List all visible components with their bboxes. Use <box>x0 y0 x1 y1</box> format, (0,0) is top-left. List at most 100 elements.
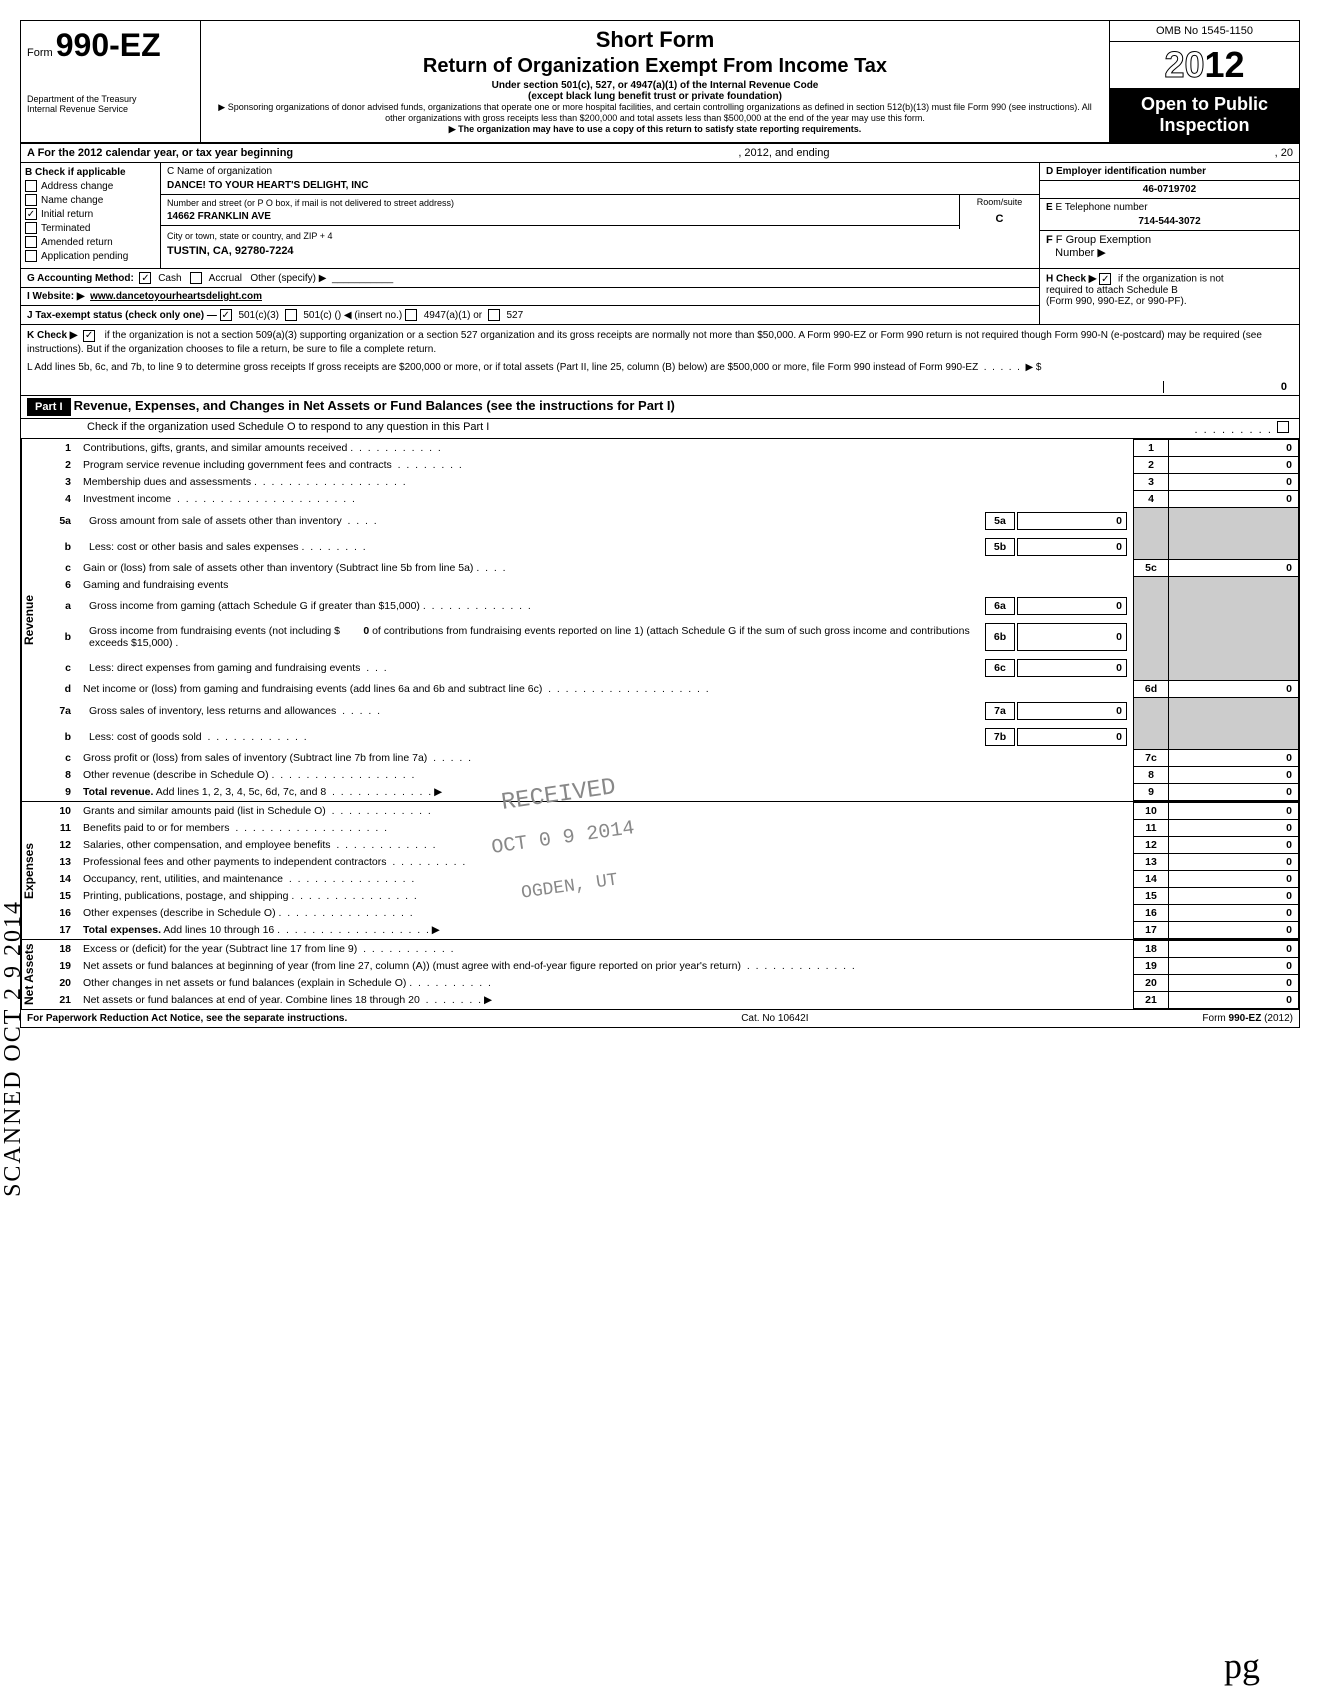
line-14: 14Occupancy, rent, utilities, and mainte… <box>49 871 1299 888</box>
revenue-section: Revenue 1Contributions, gifts, grants, a… <box>21 439 1299 801</box>
column-c-org-info: C Name of organization DANCE! TO YOUR HE… <box>161 163 1039 268</box>
line-6b: bGross income from fundraising events (n… <box>49 619 1299 655</box>
net-assets-section: Net Assets 18Excess or (deficit) for the… <box>21 939 1299 1009</box>
cb-terminated[interactable]: Terminated <box>25 222 156 234</box>
line-19: 19Net assets or fund balances at beginni… <box>49 958 1299 975</box>
part-i-check-text: Check if the organization used Schedule … <box>27 421 489 436</box>
cb-cash[interactable]: ✓ <box>139 272 151 284</box>
part-i-title: Revenue, Expenses, and Changes in Net As… <box>74 398 675 413</box>
line-10: 10Grants and similar amounts paid (list … <box>49 803 1299 820</box>
k-label: K Check ▶ <box>27 330 77 341</box>
line-21: 21Net assets or fund balances at end of … <box>49 992 1299 1009</box>
header-center: Short Form Return of Organization Exempt… <box>201 21 1109 142</box>
g-label: G Accounting Method: <box>27 273 134 284</box>
tax-year: 2012 <box>1110 42 1299 88</box>
cb-k-check[interactable]: ✓ <box>83 330 95 342</box>
vert-label-revenue: Revenue <box>21 439 49 801</box>
irs-label: Internal Revenue Service <box>27 104 194 114</box>
line-20: 20Other changes in net assets or fund ba… <box>49 975 1299 992</box>
cb-amended[interactable]: Amended return <box>25 236 156 248</box>
cb-501c[interactable] <box>285 309 297 321</box>
title-return: Return of Organization Exempt From Incom… <box>209 55 1101 78</box>
i-label: I Website: ▶ <box>27 291 85 302</box>
cb-accrual[interactable] <box>190 272 202 284</box>
e-phone: 714-544-3072 <box>1040 213 1299 231</box>
subtitle-except: (except black lung benefit trust or priv… <box>209 91 1101 102</box>
form-990ez: Form 990-EZ Department of the Treasury I… <box>20 20 1300 1028</box>
row-a-mid: , 2012, and ending <box>738 147 829 159</box>
cb-501c3[interactable]: ✓ <box>220 309 232 321</box>
open-public-text: Open to Public <box>1116 94 1293 115</box>
form-prefix: Form <box>27 47 53 59</box>
row-h-check: H Check ▶ ✓ if the organization is not r… <box>1039 269 1299 324</box>
line-5b: bLess: cost or other basis and sales exp… <box>49 534 1299 560</box>
l-text: L Add lines 5b, 6c, and 7b, to line 9 to… <box>27 362 978 373</box>
sponsor-text: ▶ Sponsoring organizations of donor advi… <box>209 102 1101 124</box>
b-header: B Check if applicable <box>25 167 156 178</box>
line-9: 9Total revenue. Add lines 1, 2, 3, 4, 5c… <box>49 784 1299 801</box>
row-j-tax-status: J Tax-exempt status (check only one) — ✓… <box>21 306 1039 324</box>
l-value: 0 <box>1163 381 1293 393</box>
c-city-label: City or town, state or country, and ZIP … <box>161 229 1039 243</box>
cb-part-i-scho[interactable] <box>1277 421 1289 433</box>
c-room-label: Room/suite <box>960 195 1039 209</box>
row-g-accounting: G Accounting Method: ✓ Cash Accrual Othe… <box>21 269 1039 288</box>
line-6d: dNet income or (loss) from gaming and fu… <box>49 681 1299 698</box>
copy-text: ▶ The organization may have to use a cop… <box>209 124 1101 135</box>
footer-form: Form 990-EZ (2012) <box>1202 1013 1293 1024</box>
line-6c: cLess: direct expenses from gaming and f… <box>49 655 1299 681</box>
part-i-check-row: Check if the organization used Schedule … <box>21 419 1299 439</box>
c-addr-label: Number and street (or P O box, if mail i… <box>161 195 959 208</box>
revenue-table: 1Contributions, gifts, grants, and simil… <box>49 439 1299 801</box>
c-street: 14662 FRANKLIN AVE <box>161 208 959 226</box>
form-header: Form 990-EZ Department of the Treasury I… <box>21 21 1299 144</box>
line-18: 18Excess or (deficit) for the year (Subt… <box>49 941 1299 958</box>
cb-527[interactable] <box>488 309 500 321</box>
dept-treasury: Department of the Treasury <box>27 94 194 104</box>
cb-h-check[interactable]: ✓ <box>1099 273 1111 285</box>
footer-paperwork: For Paperwork Reduction Act Notice, see … <box>27 1013 347 1024</box>
j-label: J Tax-exempt status (check only one) — <box>27 310 217 321</box>
line-3: 3Membership dues and assessments . . . .… <box>49 474 1299 491</box>
line-6a: aGross income from gaming (attach Schedu… <box>49 593 1299 619</box>
row-l-value-row: 0 <box>21 379 1299 396</box>
footer-catno: Cat. No 10642I <box>741 1013 808 1024</box>
expenses-section: RECEIVED OCT 0 9 2014 OGDEN, UT Expenses… <box>21 801 1299 939</box>
column-de: D Employer identification number 46-0719… <box>1039 163 1299 268</box>
row-i-website: I Website: ▶ www.dancetoyourheartsdeligh… <box>21 288 1039 306</box>
line-8: 8Other revenue (describe in Schedule O) … <box>49 767 1299 784</box>
i-website-value: www.dancetoyourheartsdelight.com <box>90 291 262 302</box>
inspection-text: Inspection <box>1116 115 1293 136</box>
d-label: D Employer identification number <box>1040 163 1299 181</box>
part-i-header-row: Part I Revenue, Expenses, and Changes in… <box>21 396 1299 419</box>
page-mark: pg <box>1224 1645 1260 1687</box>
line-11: 11Benefits paid to or for members . . . … <box>49 820 1299 837</box>
line-2: 2Program service revenue including gover… <box>49 457 1299 474</box>
header-left: Form 990-EZ Department of the Treasury I… <box>21 21 201 142</box>
header-right: OMB No 1545-1150 2012 Open to Public Ins… <box>1109 21 1299 142</box>
line-13: 13Professional fees and other payments t… <box>49 854 1299 871</box>
row-a-right: , 20 <box>1275 147 1293 159</box>
vert-label-netassets: Net Assets <box>21 940 49 1009</box>
omb-number: OMB No 1545-1150 <box>1110 21 1299 42</box>
line-12: 12Salaries, other compensation, and empl… <box>49 837 1299 854</box>
section-bcd: B Check if applicable Address change Nam… <box>21 163 1299 269</box>
c-city: TUSTIN, CA, 92780-7224 <box>161 243 1039 259</box>
line-15: 15Printing, publications, postage, and s… <box>49 888 1299 905</box>
line-7c: cGross profit or (loss) from sales of in… <box>49 750 1299 767</box>
title-short-form: Short Form <box>209 27 1101 53</box>
expenses-table: 10Grants and similar amounts paid (list … <box>49 802 1299 939</box>
line-4: 4Investment income . . . . . . . . . . .… <box>49 491 1299 508</box>
l-arrow: ▶ $ <box>1025 362 1041 373</box>
cb-address-change[interactable]: Address change <box>25 180 156 192</box>
net-assets-table: 18Excess or (deficit) for the year (Subt… <box>49 940 1299 1009</box>
cb-4947[interactable] <box>405 309 417 321</box>
row-k: K Check ▶ ✓ if the organization is not a… <box>21 325 1299 361</box>
part-i-label: Part I <box>27 398 71 416</box>
k-text: if the organization is not a section 509… <box>27 330 1262 355</box>
row-l: L Add lines 5b, 6c, and 7b, to line 9 to… <box>21 361 1299 379</box>
line-5a: 5aGross amount from sale of assets other… <box>49 508 1299 534</box>
cb-initial-return[interactable]: ✓Initial return <box>25 208 156 220</box>
cb-pending[interactable]: Application pending <box>25 250 156 262</box>
cb-name-change[interactable]: Name change <box>25 194 156 206</box>
